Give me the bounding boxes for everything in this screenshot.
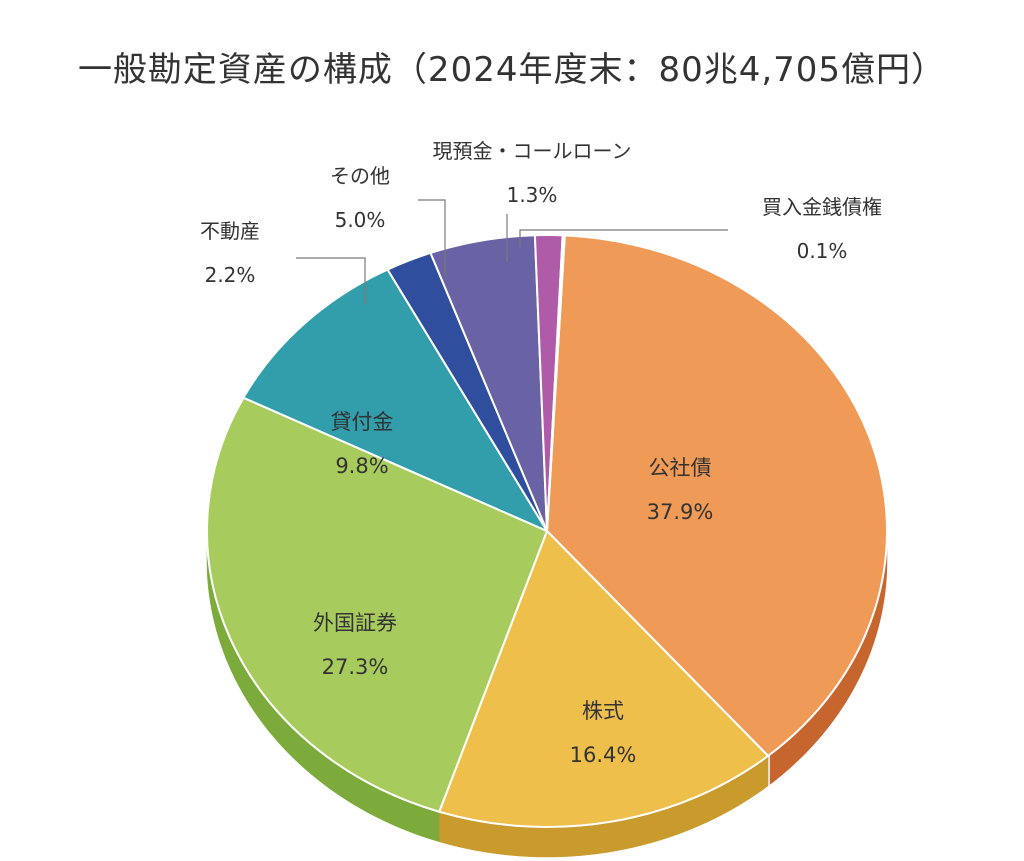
slice-5-value-label: 5.0% (335, 208, 386, 232)
slice-7-wedge (546, 234, 566, 532)
slice-4-label: 不動産 (200, 219, 260, 243)
slice-labels-group: 公社債 37.9% 株式 16.4% 外国証券 27.3% 貸付金 9.8% 不動産 2.2% その… (200, 139, 882, 767)
slice-0-label: 公社債 (649, 456, 712, 480)
slice-5-leader-line (418, 199, 446, 275)
slice-1-value-label: 16.4% (570, 743, 637, 767)
slice-6-label: 現預金・コールローン (433, 139, 632, 163)
slice-1-wedge (438, 530, 770, 828)
slice-1-label: 株式 (582, 699, 624, 723)
slice-3-wedge (242, 268, 548, 532)
slice-7-leader-line (519, 229, 728, 247)
slice-0-value-label: 37.9% (647, 500, 714, 524)
slice-3-label: 貸付金 (331, 410, 394, 434)
slice-6-value-label: 1.3% (507, 183, 558, 207)
slice-7-label: 買入金銭債権 (762, 195, 882, 219)
slice-2-value-label: 27.3% (322, 655, 389, 679)
slice-3-value-label: 9.8% (335, 454, 388, 478)
slice-2-wedge (206, 396, 548, 813)
pie-top-group (206, 234, 888, 828)
slice-7-value-label: 0.1% (797, 239, 848, 263)
slice-2-label: 外国証券 (313, 611, 397, 635)
slice-5-label: その他 (330, 164, 390, 188)
slice-4-value-label: 2.2% (205, 263, 256, 287)
leader-lines-group (296, 199, 728, 305)
slice-0-wedge (546, 234, 888, 757)
chart-title: 一般勘定資産の構成（2024年度末：80兆4,705億円） (77, 50, 947, 90)
slice-4-leader-line (296, 257, 366, 305)
